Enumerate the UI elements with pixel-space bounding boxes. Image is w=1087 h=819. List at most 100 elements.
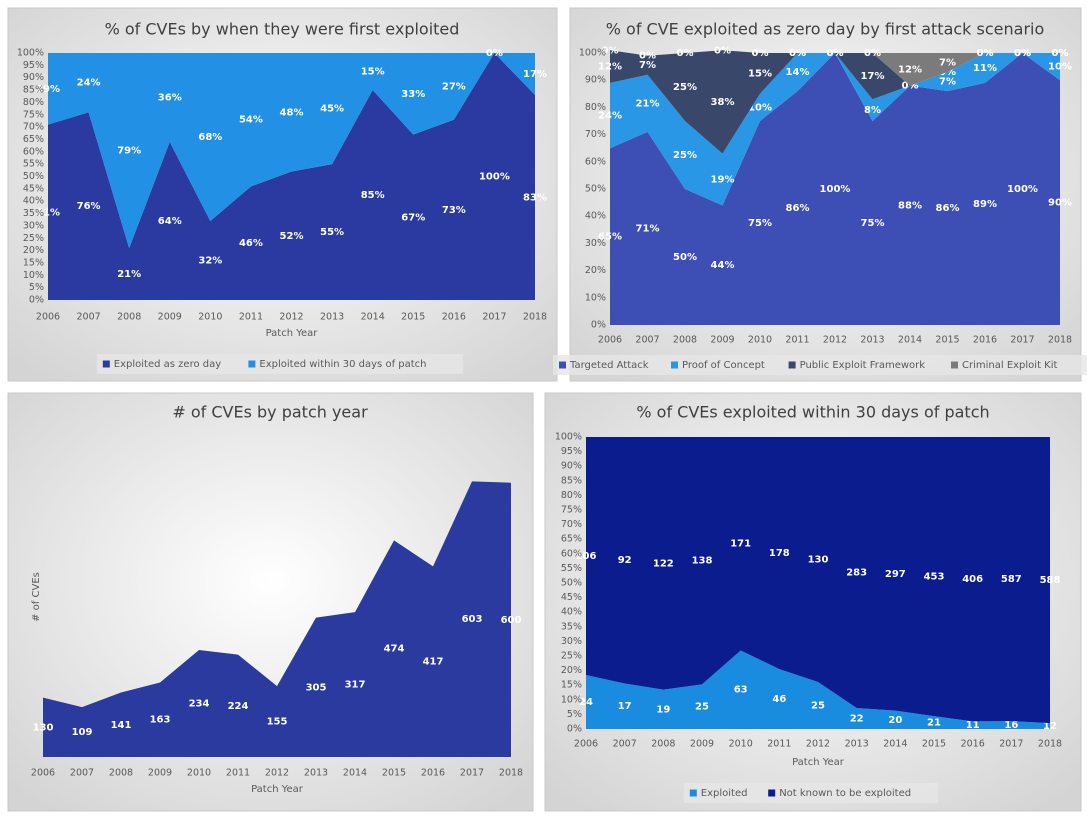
y-tick-label: 100% — [17, 48, 44, 59]
data-label: 21% — [117, 269, 141, 280]
data-label: 25% — [673, 150, 697, 161]
y-tick-label: 25% — [561, 651, 582, 662]
x-tick-label: 2014 — [361, 312, 385, 323]
data-label: 29% — [36, 84, 60, 95]
y-tick-label: 50% — [585, 184, 606, 195]
data-label: 130 — [808, 554, 829, 565]
data-label: 600 — [501, 615, 522, 626]
data-label: 25% — [673, 82, 697, 93]
data-label: 24% — [77, 78, 101, 89]
data-label: 15% — [748, 68, 772, 79]
area — [610, 50, 1060, 86]
data-label: 0% — [827, 48, 844, 59]
data-label: 474 — [384, 644, 405, 655]
data-label: 155 — [267, 717, 288, 728]
x-tick-label: 2009 — [710, 335, 734, 346]
x-tick-label: 2012 — [806, 739, 830, 750]
data-label: 17% — [523, 69, 547, 80]
data-label: 11 — [966, 720, 980, 731]
data-label: 19% — [711, 174, 735, 185]
data-label: 0% — [827, 48, 844, 59]
area — [48, 53, 535, 300]
data-label: 86% — [936, 203, 960, 214]
x-tick-label: 2011 — [226, 768, 250, 779]
y-tick-label: 80% — [23, 97, 44, 108]
data-label: 0% — [827, 48, 844, 59]
y-tick-label: 20% — [23, 245, 44, 256]
y-tick-label: 60% — [585, 156, 606, 167]
data-label: 75% — [861, 218, 885, 229]
y-tick-label: 0% — [567, 724, 582, 735]
data-label: 283 — [846, 567, 867, 578]
legend-box — [553, 355, 1087, 375]
x-tick-label: 2007 — [635, 335, 659, 346]
x-tick-label: 2008 — [109, 768, 133, 779]
data-label: 0% — [789, 48, 806, 59]
y-tick-label: 70% — [561, 519, 582, 530]
y-tick-label: 65% — [561, 534, 582, 545]
y-tick-label: 90% — [561, 461, 582, 472]
data-label: 90% — [1048, 198, 1072, 209]
chart-title: # of CVEs by patch year — [172, 403, 368, 422]
x-tick-label: 2009 — [148, 768, 172, 779]
data-label: 234 — [189, 699, 210, 710]
legend-label: Exploited within 30 days of patch — [259, 359, 426, 370]
legend-label: Public Exploit Framework — [800, 360, 926, 371]
data-label: 83% — [523, 192, 547, 203]
data-label: 86% — [786, 203, 810, 214]
x-tick-label: 2015 — [935, 335, 959, 346]
x-tick-label: 2011 — [767, 739, 791, 750]
chart-title: % of CVE exploited as zero day by first … — [606, 20, 1045, 39]
area — [610, 53, 1060, 325]
x-tick-label: 2013 — [320, 312, 344, 323]
data-label: 406 — [962, 574, 983, 585]
y-tick-label: 35% — [561, 621, 582, 632]
y-tick-label: 10% — [23, 270, 44, 281]
legend-swatch — [248, 360, 256, 368]
data-label: 0% — [864, 48, 881, 59]
data-label: 16 — [1004, 720, 1018, 731]
data-label: 417 — [423, 657, 444, 668]
y-tick-label: 5% — [29, 282, 44, 293]
x-tick-label: 2018 — [1038, 739, 1062, 750]
data-label: 0% — [902, 81, 919, 92]
data-label: 46% — [239, 238, 263, 249]
data-label: 46 — [772, 694, 786, 705]
data-label: 587 — [1001, 574, 1022, 585]
data-label: 15% — [361, 67, 385, 78]
data-label: 11% — [973, 63, 997, 74]
data-label: 0% — [939, 67, 956, 78]
legend-box — [683, 783, 939, 803]
data-label: 0% — [602, 45, 619, 56]
data-label: 25 — [695, 702, 709, 713]
y-tick-label: 90% — [23, 72, 44, 83]
x-tick-label: 2013 — [860, 335, 884, 346]
data-label: 67% — [401, 212, 425, 223]
legend-swatch — [689, 789, 697, 797]
x-tick-label: 2012 — [265, 768, 289, 779]
data-label: 109 — [72, 727, 93, 738]
x-tick-label: 2011 — [785, 335, 809, 346]
y-tick-label: 80% — [585, 102, 606, 113]
data-label: 89% — [973, 199, 997, 210]
legend-label: Exploited — [701, 788, 748, 799]
data-label: 7% — [939, 77, 956, 88]
y-tick-label: 90% — [585, 75, 606, 86]
data-label: 14% — [786, 67, 810, 78]
data-label: 25 — [811, 700, 825, 711]
data-label: 92 — [618, 555, 632, 566]
x-tick-label: 2008 — [117, 312, 141, 323]
legend-swatch — [559, 361, 566, 369]
data-label: 0% — [1014, 48, 1031, 59]
x-tick-label: 2013 — [845, 739, 869, 750]
x-tick-label: 2015 — [401, 312, 425, 323]
y-tick-label: 45% — [561, 592, 582, 603]
area — [586, 650, 1050, 729]
data-label: 12% — [898, 64, 922, 75]
data-label: 50% — [673, 252, 697, 263]
x-tick-label: 2006 — [36, 312, 60, 323]
data-label: 22 — [850, 713, 864, 724]
y-tick-label: 45% — [23, 183, 44, 194]
data-label: 73% — [442, 205, 466, 216]
